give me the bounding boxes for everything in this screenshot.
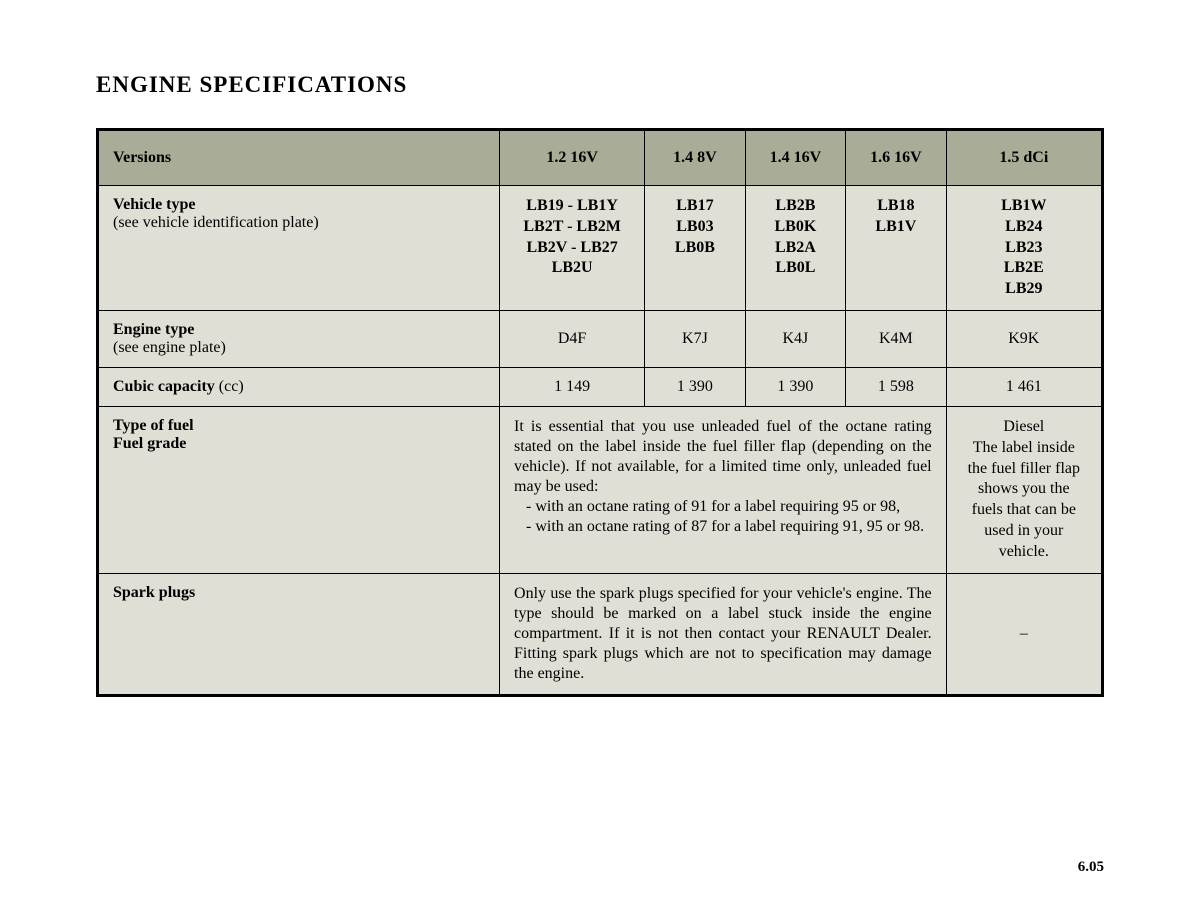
cubic-c3: 1 390 xyxy=(745,367,845,406)
label-vehicle-type-sub: (see vehicle identification plate) xyxy=(113,214,319,231)
etype-c1: D4F xyxy=(500,310,645,367)
label-engine-type-sub: (see engine plate) xyxy=(113,339,226,356)
label-cubic: Cubic capacity (cc) xyxy=(98,367,500,406)
label-fuel-grade: Fuel grade xyxy=(113,435,186,452)
fuel-diesel-cell: DieselThe label insidethe fuel filler fl… xyxy=(946,406,1102,573)
cubic-c5: 1 461 xyxy=(946,367,1102,406)
row-engine-type: Engine type (see engine plate) D4F K7J K… xyxy=(98,310,1103,367)
header-1-6-16v: 1.6 16V xyxy=(846,130,946,186)
header-1-4-16v: 1.4 16V xyxy=(745,130,845,186)
label-vehicle-type: Vehicle type (see vehicle identification… xyxy=(98,186,500,311)
label-engine-type: Engine type (see engine plate) xyxy=(98,310,500,367)
etype-c3: K4J xyxy=(745,310,845,367)
row-fuel: Type of fuel Fuel grade It is essential … xyxy=(98,406,1103,573)
fuel-petrol-intro: It is essential that you use unleaded fu… xyxy=(514,417,932,497)
label-spark-main: Spark plugs xyxy=(113,584,195,601)
row-spark-plugs: Spark plugs Only use the spark plugs spe… xyxy=(98,573,1103,695)
vtype-c3: LB2BLB0KLB2ALB0L xyxy=(745,186,845,311)
page-container: ENGINE SPECIFICATIONS Versions 1.2 16V 1… xyxy=(0,0,1200,737)
etype-c4: K4M xyxy=(846,310,946,367)
table-header-row: Versions 1.2 16V 1.4 8V 1.4 16V 1.6 16V … xyxy=(98,130,1103,186)
header-versions: Versions xyxy=(98,130,500,186)
spark-text-cell: Only use the spark plugs specified for y… xyxy=(500,573,947,695)
vtype-c2: LB17LB03LB0B xyxy=(645,186,745,311)
label-cubic-sub: (cc) xyxy=(219,378,244,395)
vtype-c1: LB19 - LB1YLB2T - LB2MLB2V - LB27LB2U xyxy=(500,186,645,311)
label-fuel: Type of fuel Fuel grade xyxy=(98,406,500,573)
etype-c2: K7J xyxy=(645,310,745,367)
cubic-c2: 1 390 xyxy=(645,367,745,406)
row-cubic-capacity: Cubic capacity (cc) 1 149 1 390 1 390 1 … xyxy=(98,367,1103,406)
row-vehicle-type: Vehicle type (see vehicle identification… xyxy=(98,186,1103,311)
header-1-5-dci: 1.5 dCi xyxy=(946,130,1102,186)
label-spark: Spark plugs xyxy=(98,573,500,695)
label-cubic-main: Cubic capacity xyxy=(113,378,215,395)
header-1-4-8v: 1.4 8V xyxy=(645,130,745,186)
vtype-c4: LB18LB1V xyxy=(846,186,946,311)
label-engine-type-main: Engine type xyxy=(113,321,194,338)
label-fuel-type: Type of fuel xyxy=(113,417,194,434)
spark-dash-cell: – xyxy=(946,573,1102,695)
engine-spec-table: Versions 1.2 16V 1.4 8V 1.4 16V 1.6 16V … xyxy=(96,128,1104,697)
fuel-petrol-cell: It is essential that you use unleaded fu… xyxy=(500,406,947,573)
cubic-c1: 1 149 xyxy=(500,367,645,406)
etype-c5: K9K xyxy=(946,310,1102,367)
fuel-petrol-bullet-2: - with an octane rating of 87 for a labe… xyxy=(526,517,932,537)
cubic-c4: 1 598 xyxy=(846,367,946,406)
label-vehicle-type-main: Vehicle type xyxy=(113,196,196,213)
vtype-c5: LB1WLB24LB23LB2ELB29 xyxy=(946,186,1102,311)
header-1-2-16v: 1.2 16V xyxy=(500,130,645,186)
page-title: ENGINE SPECIFICATIONS xyxy=(96,72,1104,98)
page-number: 6.05 xyxy=(1078,859,1104,876)
fuel-petrol-bullet-1: - with an octane rating of 91 for a labe… xyxy=(526,497,932,517)
